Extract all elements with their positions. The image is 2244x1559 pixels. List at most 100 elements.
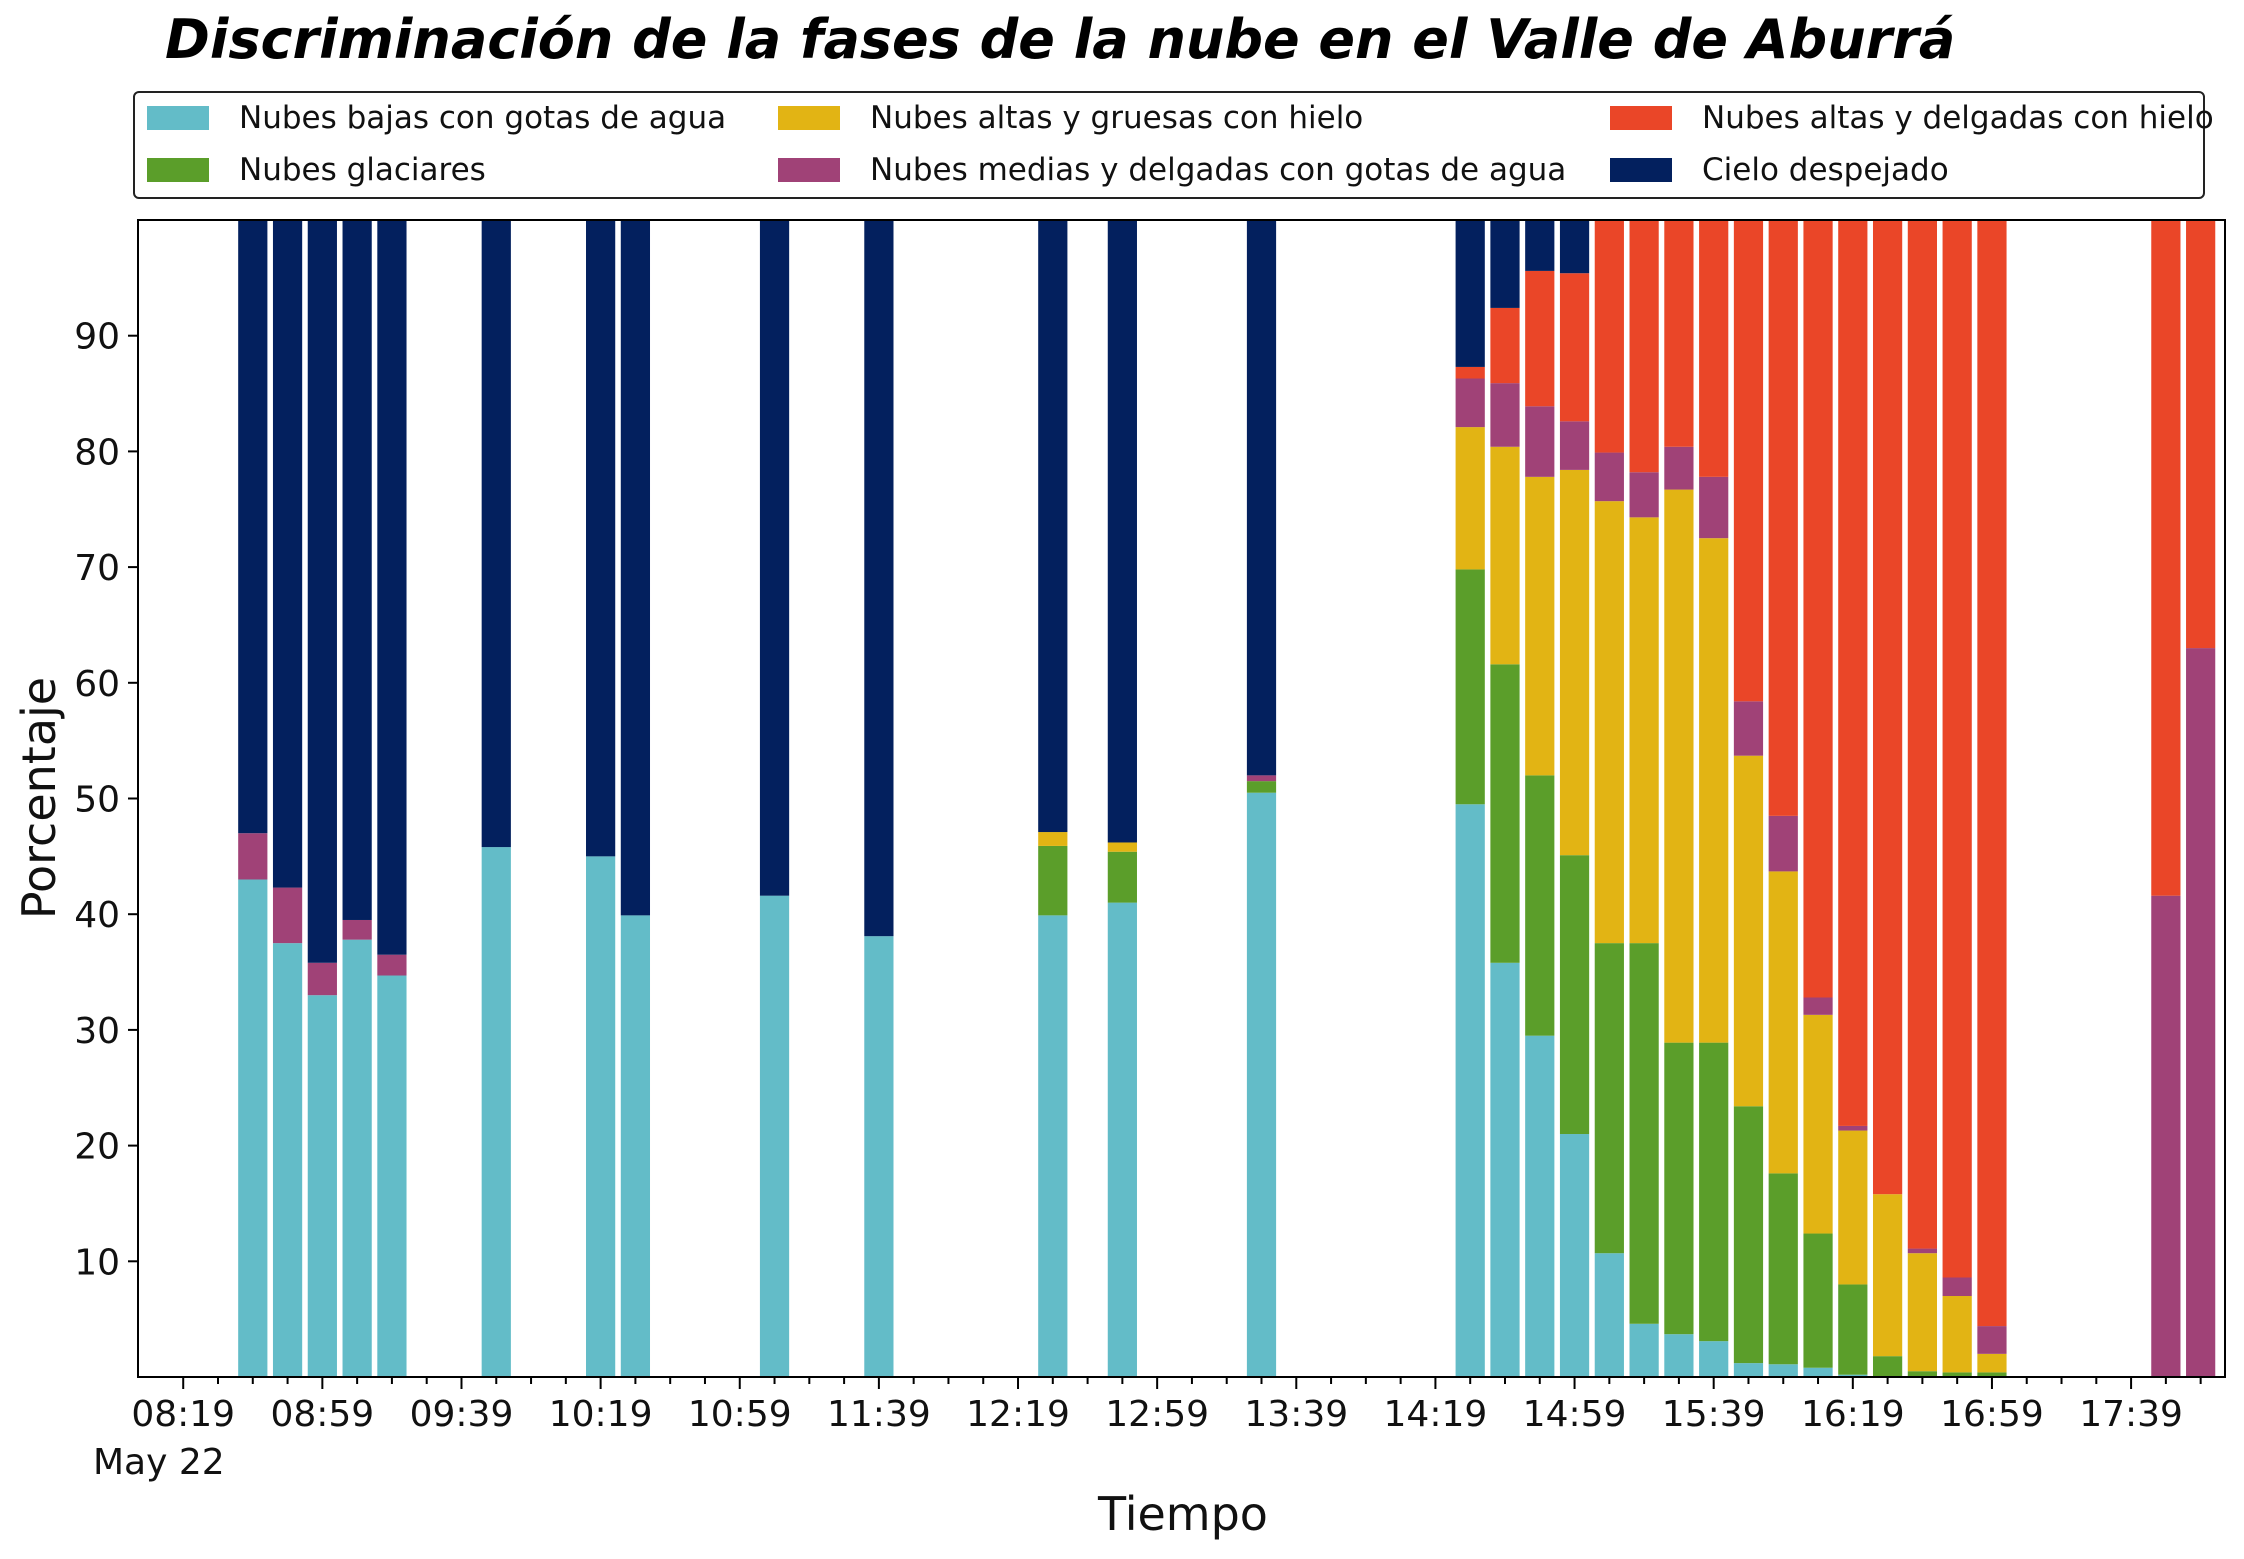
bar-segment-altas_delgadas-1619 xyxy=(1838,220,1868,1126)
bar-segment-nubes_bajas-1509 xyxy=(1594,1253,1624,1377)
bar-segment-nubes_bajas-1439 xyxy=(1490,962,1520,1377)
bar-segment-despejado-0859 xyxy=(307,220,337,963)
legend-label-nubes-bajas: Nubes bajas con gotas de agua xyxy=(239,100,727,136)
bar-segment-despejado-0849 xyxy=(272,220,303,888)
legend-swatch-nubes-bajas xyxy=(147,106,209,130)
bar-segment-medias_delgadas-1429 xyxy=(1455,378,1485,428)
legend-item-glaciares: Nubes glaciares xyxy=(147,150,486,190)
x-tick-label: 11:39 xyxy=(827,1394,931,1435)
bar-segment-altas_delgadas-1519 xyxy=(1629,220,1659,473)
chart-title: Discriminación de la fases de la nube en… xyxy=(165,8,1956,71)
bar-segment-altas_delgadas-1659 xyxy=(1977,220,2007,1327)
bar-segment-glaciares-1439 xyxy=(1490,664,1520,963)
bar-segment-altas_delgadas-1449 xyxy=(1525,270,1555,407)
y-tick-label: 80 xyxy=(74,432,120,473)
bar-segment-altas_delgadas-1539 xyxy=(1699,220,1729,477)
bar-segment-altas_gruesas-1539 xyxy=(1699,538,1729,1043)
legend-label-despejado: Cielo despejado xyxy=(1702,152,1949,188)
bar-segment-medias_delgadas-0859 xyxy=(307,962,337,996)
x-tick-label: 15:39 xyxy=(1662,1394,1766,1435)
bar-segment-medias_delgadas-1459 xyxy=(1559,421,1590,470)
bar-segment-despejado-1459 xyxy=(1559,220,1590,274)
bar-segment-medias_delgadas-0849 xyxy=(272,887,303,944)
bar-segment-despejado-1329 xyxy=(1246,220,1277,776)
bar-segment-altas_delgadas-1549 xyxy=(1733,220,1764,702)
bar-segment-medias_delgadas-1619 xyxy=(1838,1125,1868,1131)
bar-segment-medias_delgadas-1519 xyxy=(1629,472,1659,518)
bar-segment-nubes_bajas-1559 xyxy=(1768,1364,1798,1377)
bar-segment-despejado-0949 xyxy=(481,220,511,848)
bar-segment-medias_delgadas-1609 xyxy=(1803,997,1833,1015)
bar-segment-glaciares-1329 xyxy=(1246,781,1277,793)
bar-segment-despejado-1249 xyxy=(1107,220,1137,843)
y-tick-label: 50 xyxy=(74,780,120,821)
bar-segment-altas_gruesas-1649 xyxy=(1942,1296,1972,1373)
bar-segment-altas_gruesas-1249 xyxy=(1107,842,1137,852)
legend-label-altas-gruesas: Nubes altas y gruesas con hielo xyxy=(870,100,1364,136)
bar-segment-altas_gruesas-1629 xyxy=(1872,1194,1903,1357)
bar-segment-altas_delgadas-1459 xyxy=(1559,273,1590,422)
bar-segment-nubes_bajas-0839 xyxy=(238,879,268,1377)
bar-segment-altas_gruesas-1619 xyxy=(1838,1130,1868,1285)
y-tick-label: 60 xyxy=(74,664,120,705)
bar-segment-glaciares-1429 xyxy=(1455,569,1485,805)
bar-segment-nubes_bajas-1619 xyxy=(1838,1374,1868,1377)
bar-segment-nubes_bajas-1019 xyxy=(586,856,616,1377)
bar-segment-altas_gruesas-1559 xyxy=(1768,871,1798,1174)
bar-segment-medias_delgadas-1549 xyxy=(1733,701,1764,756)
x-tick-label: 12:19 xyxy=(966,1394,1070,1435)
x-tick-label: 10:59 xyxy=(688,1394,792,1435)
bar-segment-nubes_bajas-1549 xyxy=(1733,1363,1764,1377)
legend-swatch-despejado xyxy=(1610,158,1672,182)
x-tick-label: 08:19 xyxy=(131,1394,235,1435)
bar-segment-altas_gruesas-1529 xyxy=(1664,489,1694,1043)
legend-label-medias-delgadas: Nubes medias y delgadas con gotas de agu… xyxy=(870,152,1567,188)
bar-segment-altas_delgadas-1639 xyxy=(1907,220,1937,1249)
bar-segment-nubes_bajas-1429 xyxy=(1455,804,1485,1377)
y-tick-label: 30 xyxy=(74,1011,120,1052)
bar-segment-nubes_bajas-1109 xyxy=(759,895,790,1377)
bar-segment-despejado-1229 xyxy=(1038,220,1068,833)
x-tick-label: 10:19 xyxy=(549,1394,653,1435)
bar-segment-medias_delgadas-1439 xyxy=(1490,383,1520,447)
bar-segment-altas_delgadas-1649 xyxy=(1942,220,1972,1278)
bar-segment-nubes_bajas-1609 xyxy=(1803,1367,1833,1377)
bar-segment-despejado-1429 xyxy=(1455,220,1485,367)
bar-segment-glaciares-1559 xyxy=(1768,1173,1798,1365)
bar-segment-glaciares-1649 xyxy=(1942,1372,1972,1377)
bar-segment-altas_delgadas-1529 xyxy=(1664,220,1694,447)
bar-segment-nubes_bajas-1449 xyxy=(1525,1035,1555,1377)
bar-segment-altas_delgadas-1429 xyxy=(1455,366,1485,379)
bar-segment-medias_delgadas-1509 xyxy=(1594,452,1624,502)
bar-segment-altas_delgadas-1439 xyxy=(1490,307,1520,384)
bar-segment-altas_delgadas-1759 xyxy=(2186,220,2216,649)
bar-segment-despejado-1019 xyxy=(586,220,616,857)
bar-segment-nubes_bajas-1139 xyxy=(864,936,894,1377)
bar-segment-altas_gruesas-1509 xyxy=(1594,501,1624,944)
bar-segment-nubes_bajas-0909 xyxy=(342,939,372,1377)
y-tick-label: 90 xyxy=(74,317,120,358)
x-axis: 08:19 08:59 09:39 10:19 10:59 11:39 12:19 12:59… xyxy=(131,1377,2202,1435)
x-tick-label: 16:59 xyxy=(1940,1394,2044,1435)
bar-segment-medias_delgadas-1749 xyxy=(2151,895,2181,1377)
bar-segment-altas_gruesas-1439 xyxy=(1490,446,1520,665)
y-tick-label: 20 xyxy=(74,1127,120,1168)
bar-segment-altas_delgadas-1509 xyxy=(1594,220,1624,453)
bar-segment-medias_delgadas-1649 xyxy=(1942,1277,1972,1297)
bar-segment-medias_delgadas-1539 xyxy=(1699,476,1729,539)
legend-item-nubes-bajas: Nubes bajas con gotas de agua xyxy=(147,98,726,138)
bar-segment-altas_gruesas-1659 xyxy=(1977,1353,2007,1373)
y-tick-label: 10 xyxy=(74,1242,120,1283)
bar-segment-nubes_bajas-0849 xyxy=(272,943,303,1378)
bar-segment-glaciares-1449 xyxy=(1525,775,1555,1036)
bar-segment-altas_gruesas-1549 xyxy=(1733,755,1764,1107)
legend-swatch-glaciares xyxy=(147,158,209,182)
bar-segment-nubes_bajas-0919 xyxy=(377,975,407,1377)
x-tick-label: 08:59 xyxy=(270,1394,374,1435)
y-axis-label: Porcentaje xyxy=(12,677,66,919)
bar-segment-altas_gruesas-1459 xyxy=(1559,469,1590,856)
bar-segment-nubes_bajas-1459 xyxy=(1559,1134,1590,1377)
legend: Nubes bajas con gotas de agua Nubes glac… xyxy=(133,91,2214,199)
bar-segment-medias_delgadas-1639 xyxy=(1907,1248,1937,1254)
